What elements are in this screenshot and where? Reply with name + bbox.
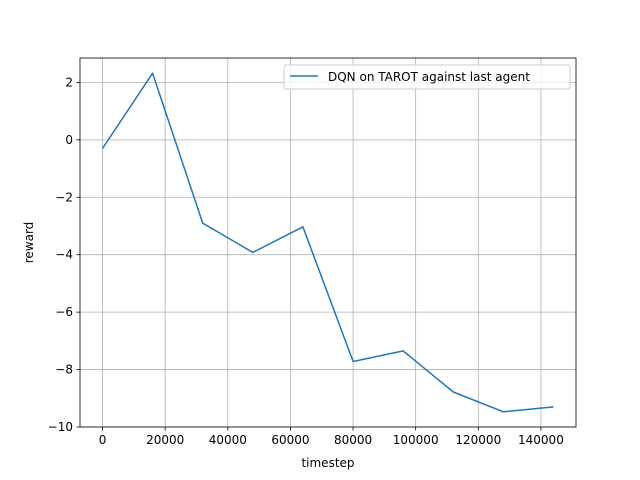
series-layer	[101, 72, 554, 413]
legend: DQN on TAROT against last agent	[283, 64, 571, 90]
y-axis-label: reward	[22, 222, 36, 264]
x-tick-label: 40000	[209, 433, 247, 447]
x-tick-label: 120000	[455, 433, 501, 447]
y-tick-label: −10	[48, 420, 73, 434]
y-axis: −10 −8 −6 −4 −2 0 2	[48, 75, 80, 434]
y-tick-label: −4	[55, 248, 73, 262]
x-tick-label: 60000	[271, 433, 309, 447]
y-tick-label: −8	[55, 363, 73, 377]
x-tick-label: 100000	[393, 433, 439, 447]
x-tick-label: 20000	[146, 433, 184, 447]
x-tick-label: 140000	[518, 433, 564, 447]
y-tick-label: 2	[65, 75, 73, 89]
legend-label: DQN on TAROT against last agent	[328, 70, 530, 84]
series-line	[101, 72, 554, 413]
x-tick-label: 80000	[334, 433, 372, 447]
x-axis: 0 20000 40000 60000 80000 100000 120000 140000	[99, 427, 564, 447]
plot-frame	[79, 57, 577, 428]
y-tick-label: −6	[55, 305, 73, 319]
x-tick-label: 0	[99, 433, 107, 447]
x-axis-label: timestep	[301, 456, 354, 470]
y-tick-label: −2	[55, 190, 73, 204]
y-tick-label: 0	[65, 133, 73, 147]
legend-box	[283, 64, 571, 90]
